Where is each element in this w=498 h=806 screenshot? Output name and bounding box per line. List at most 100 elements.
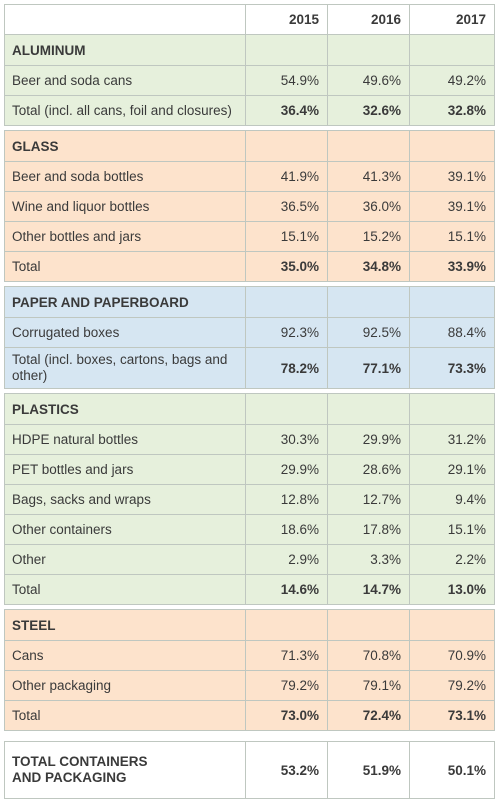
table-row: Beer and soda bottles 41.9% 41.3% 39.1% xyxy=(4,161,495,192)
row-label: Total xyxy=(4,574,246,605)
section-header-row: GLASS xyxy=(4,130,495,162)
row-value: 17.8% xyxy=(327,514,410,545)
grand-total-value: 51.9% xyxy=(327,741,410,799)
row-value: 15.1% xyxy=(409,221,495,252)
row-label: Beer and soda cans xyxy=(4,65,246,96)
row-value: 39.1% xyxy=(409,161,495,192)
row-label: HDPE natural bottles xyxy=(4,424,246,455)
grand-total-value: 53.2% xyxy=(245,741,328,799)
row-value: 15.1% xyxy=(245,221,328,252)
section-title: GLASS xyxy=(4,130,246,162)
row-value: 2.9% xyxy=(245,544,328,575)
row-value: 92.3% xyxy=(245,317,328,348)
table-row: PET bottles and jars 29.9% 28.6% 29.1% xyxy=(4,454,495,485)
table-row: Cans 71.3% 70.8% 70.9% xyxy=(4,640,495,671)
row-value: 78.2% xyxy=(245,347,328,389)
row-value: 29.1% xyxy=(409,454,495,485)
row-label: Other packaging xyxy=(4,670,246,701)
header-blank-cell xyxy=(4,4,246,35)
row-value: 73.3% xyxy=(409,347,495,389)
table-row: Other packaging 79.2% 79.1% 79.2% xyxy=(4,670,495,701)
row-value: 49.2% xyxy=(409,65,495,96)
row-value: 79.1% xyxy=(327,670,410,701)
grand-total-value: 50.1% xyxy=(409,741,495,799)
row-value: 35.0% xyxy=(245,251,328,282)
row-label: Bags, sacks and wraps xyxy=(4,484,246,515)
row-value: 41.3% xyxy=(327,161,410,192)
row-value: 28.6% xyxy=(327,454,410,485)
row-value: 29.9% xyxy=(327,424,410,455)
row-label: Total (incl. all cans, foil and closures… xyxy=(4,95,246,126)
grand-total-row: TOTAL CONTAINERS AND PACKAGING 53.2% 51.… xyxy=(4,741,495,799)
row-label: Other xyxy=(4,544,246,575)
row-value: 31.2% xyxy=(409,424,495,455)
total-row: Total 14.6% 14.7% 13.0% xyxy=(4,574,495,605)
row-value: 33.9% xyxy=(409,251,495,282)
year-header: 2016 xyxy=(327,4,410,35)
table-row: HDPE natural bottles 30.3% 29.9% 31.2% xyxy=(4,424,495,455)
row-value: 88.4% xyxy=(409,317,495,348)
row-value: 49.6% xyxy=(327,65,410,96)
year-header: 2015 xyxy=(245,4,328,35)
row-value: 32.8% xyxy=(409,95,495,126)
row-label: Other bottles and jars xyxy=(4,221,246,252)
row-value: 15.1% xyxy=(409,514,495,545)
row-value: 32.6% xyxy=(327,95,410,126)
table-row: Bags, sacks and wraps 12.8% 12.7% 9.4% xyxy=(4,484,495,515)
row-label: Total xyxy=(4,251,246,282)
recycling-rates-table: 2015 2016 2017 ALUMINUM Beer and soda ca… xyxy=(4,4,495,799)
row-label-text: Total (incl. boxes, cartons, bags and ot… xyxy=(12,352,228,383)
section-title: STEEL xyxy=(4,609,246,641)
grand-total-label-text: TOTAL CONTAINERS AND PACKAGING xyxy=(12,754,148,785)
row-value: 36.4% xyxy=(245,95,328,126)
grand-total-label: TOTAL CONTAINERS AND PACKAGING xyxy=(4,741,246,799)
row-label: Wine and liquor bottles xyxy=(4,191,246,222)
row-value: 73.1% xyxy=(409,700,495,731)
row-value: 41.9% xyxy=(245,161,328,192)
total-row: Total (incl. boxes, cartons, bags and ot… xyxy=(4,347,495,389)
row-value: 14.7% xyxy=(327,574,410,605)
row-value: 54.9% xyxy=(245,65,328,96)
row-value: 79.2% xyxy=(245,670,328,701)
row-value: 12.8% xyxy=(245,484,328,515)
row-value: 36.5% xyxy=(245,191,328,222)
table-row: Other containers 18.6% 17.8% 15.1% xyxy=(4,514,495,545)
table-row: Other bottles and jars 15.1% 15.2% 15.1% xyxy=(4,221,495,252)
row-label: Cans xyxy=(4,640,246,671)
row-value: 73.0% xyxy=(245,700,328,731)
header-row: 2015 2016 2017 xyxy=(4,4,495,35)
row-value: 70.9% xyxy=(409,640,495,671)
total-row: Total (incl. all cans, foil and closures… xyxy=(4,95,495,126)
row-label: Beer and soda bottles xyxy=(4,161,246,192)
section-header-row: PLASTICS xyxy=(4,393,495,425)
table-row: Other 2.9% 3.3% 2.2% xyxy=(4,544,495,575)
section-header-row: STEEL xyxy=(4,609,495,641)
total-row: Total 73.0% 72.4% 73.1% xyxy=(4,700,495,731)
row-value: 12.7% xyxy=(327,484,410,515)
row-value: 77.1% xyxy=(327,347,410,389)
row-label: Total (incl. boxes, cartons, bags and ot… xyxy=(4,347,246,389)
section-title: PAPER AND PAPERBOARD xyxy=(4,286,246,318)
section-header-row: PAPER AND PAPERBOARD xyxy=(4,286,495,318)
row-value: 39.1% xyxy=(409,191,495,222)
row-label: Total xyxy=(4,700,246,731)
section-title: PLASTICS xyxy=(4,393,246,425)
row-value: 36.0% xyxy=(327,191,410,222)
row-label: Other containers xyxy=(4,514,246,545)
row-value: 79.2% xyxy=(409,670,495,701)
row-value: 92.5% xyxy=(327,317,410,348)
row-value: 72.4% xyxy=(327,700,410,731)
table-row: Wine and liquor bottles 36.5% 36.0% 39.1… xyxy=(4,191,495,222)
row-value: 34.8% xyxy=(327,251,410,282)
row-value: 71.3% xyxy=(245,640,328,671)
table-row: Beer and soda cans 54.9% 49.6% 49.2% xyxy=(4,65,495,96)
recycling-rates-table-wrapper: 2015 2016 2017 ALUMINUM Beer and soda ca… xyxy=(4,4,495,799)
row-value: 29.9% xyxy=(245,454,328,485)
row-value: 15.2% xyxy=(327,221,410,252)
row-value: 13.0% xyxy=(409,574,495,605)
total-row: Total 35.0% 34.8% 33.9% xyxy=(4,251,495,282)
section-title: ALUMINUM xyxy=(4,34,246,66)
row-value: 2.2% xyxy=(409,544,495,575)
row-value: 18.6% xyxy=(245,514,328,545)
row-value: 3.3% xyxy=(327,544,410,575)
